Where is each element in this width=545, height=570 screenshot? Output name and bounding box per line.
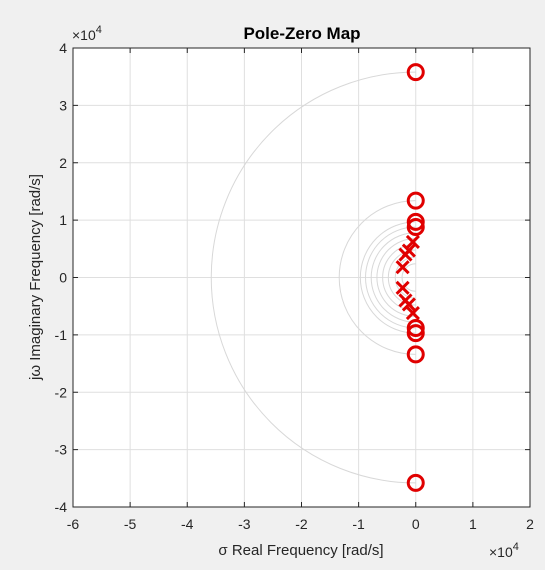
x-tick-label: -6 [67, 516, 80, 532]
y-tick-label: 4 [59, 40, 67, 56]
pole-marker [398, 247, 413, 262]
pole-stroke-b [395, 280, 410, 295]
zero-marker [406, 345, 425, 364]
zero-marker [406, 318, 425, 337]
x-tick-label: -4 [181, 516, 194, 532]
x-multiplier-exponent: 4 [513, 541, 519, 553]
grid-lines [72, 47, 531, 508]
pole-marker [395, 260, 410, 275]
y-multiplier-exponent: 4 [96, 24, 102, 36]
y-tick-label: 1 [59, 212, 67, 228]
pole-marker [405, 306, 420, 321]
zero-marker [406, 324, 425, 343]
y-tick-label: -4 [55, 499, 68, 515]
zero-marker [406, 212, 425, 231]
pole-marker [401, 297, 416, 312]
wn-arc [401, 263, 416, 292]
y-multiplier-base: ×10 [72, 27, 96, 43]
natural-frequency-arcs [210, 71, 416, 484]
pole-stroke-b [395, 260, 410, 275]
x-multiplier-base: ×10 [489, 544, 513, 560]
x-tick-label: -1 [352, 516, 365, 532]
plot-axes: -6 -5 -4 -3 -2 -1 0 1 2 -4 -3 -2 -1 0 1 2 3 4 [55, 40, 535, 532]
x-tick-label: 0 [412, 516, 420, 532]
chart-title: Pole-Zero Map [243, 24, 360, 43]
x-tick-label: 2 [526, 516, 534, 532]
y-tick-label: -2 [55, 384, 68, 400]
wn-arc [359, 221, 416, 334]
pole-stroke-b [405, 234, 420, 249]
zero-marker [406, 63, 425, 82]
x-tick-label: -3 [238, 516, 251, 532]
wn-arc [382, 243, 416, 312]
pole-marker [395, 280, 410, 295]
wn-arc [365, 226, 416, 329]
zero-marker [406, 218, 425, 237]
axis-ticks: -6 -5 -4 -3 -2 -1 0 1 2 -4 -3 -2 -1 0 1 2 3 4 [55, 40, 535, 532]
x-tick-label: -5 [124, 516, 137, 532]
x-tick-label: -2 [295, 516, 308, 532]
x-axis-label: σ Real Frequency [rad/s] [218, 542, 383, 559]
zero-marker [406, 191, 425, 210]
y-tick-label: -1 [55, 327, 68, 343]
y-axis-multiplier: ×104 [72, 24, 102, 43]
pole-stroke-b [405, 306, 420, 321]
wn-arc [338, 200, 416, 355]
y-axis-label: jω Imaginary Frequency [rad/s] [27, 174, 44, 381]
wn-arc [210, 71, 416, 484]
y-tick-label: 0 [59, 270, 67, 286]
x-tick-label: 1 [469, 516, 477, 532]
pole-marker [405, 234, 420, 249]
wn-arc [370, 232, 416, 323]
y-tick-label: -3 [55, 442, 68, 458]
zero-marker [406, 473, 425, 492]
pole-zero-markers [395, 63, 425, 492]
x-axis-multiplier: ×104 [489, 541, 519, 560]
pole-stroke-b [398, 247, 413, 262]
y-tick-label: 2 [59, 155, 67, 171]
y-tick-label: 3 [59, 97, 67, 113]
wn-arc [376, 237, 416, 318]
pole-stroke-b [401, 297, 416, 312]
